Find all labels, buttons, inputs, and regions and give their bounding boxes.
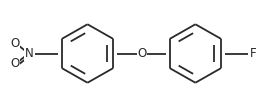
Text: F: F: [250, 47, 256, 60]
Text: O: O: [11, 57, 20, 70]
Text: O: O: [11, 37, 20, 50]
Text: O: O: [137, 47, 147, 60]
Text: N: N: [25, 47, 34, 60]
